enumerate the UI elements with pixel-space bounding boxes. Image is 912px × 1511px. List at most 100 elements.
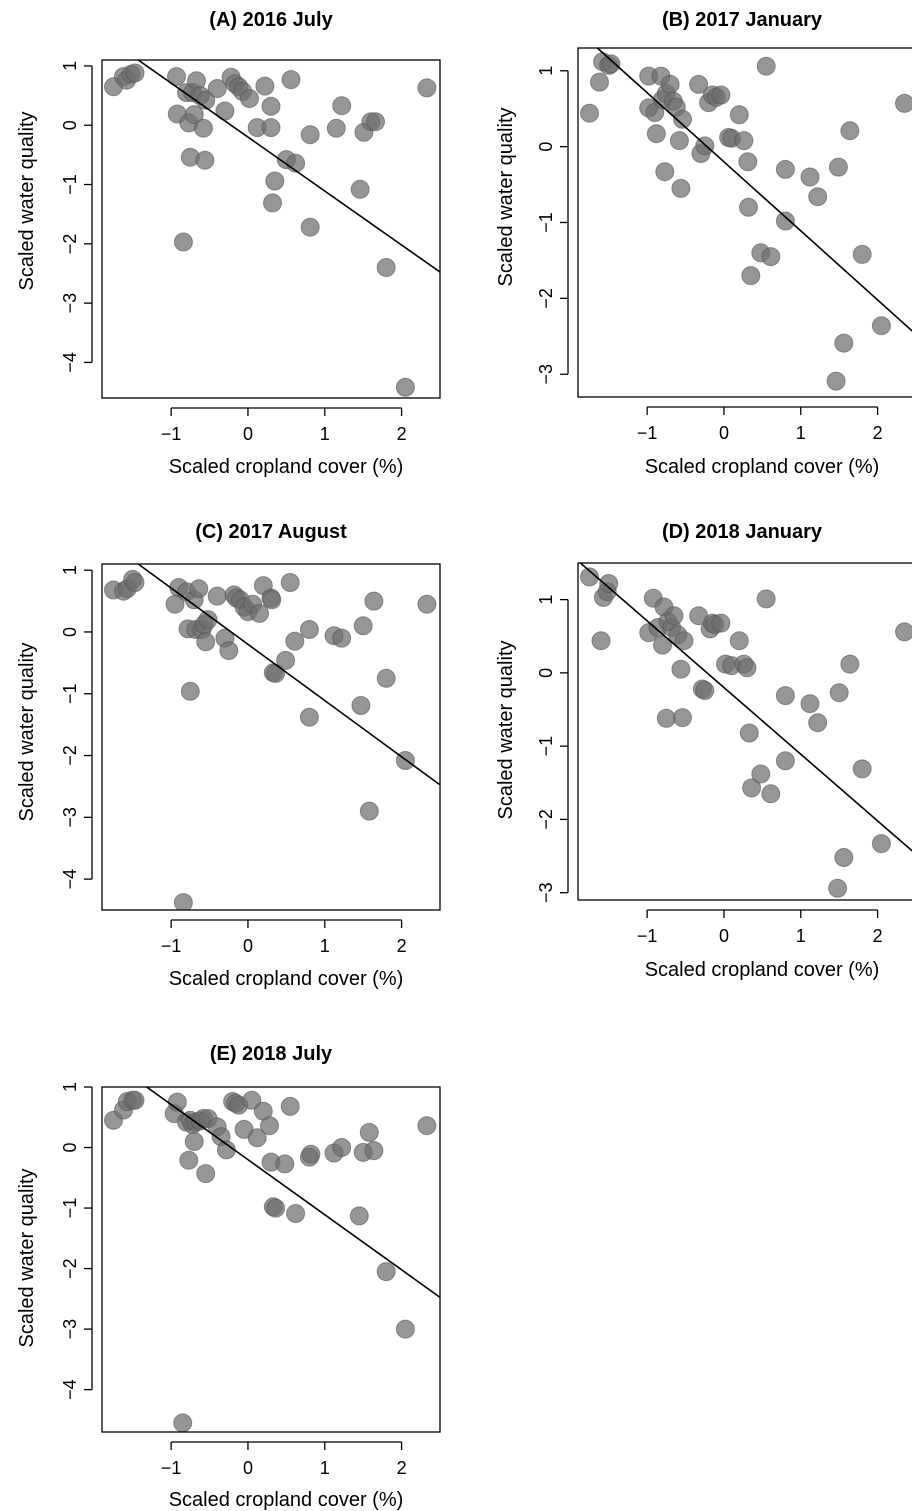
data-point bbox=[689, 74, 709, 94]
data-point bbox=[834, 848, 854, 867]
data-point bbox=[280, 1096, 300, 1116]
data-point bbox=[739, 197, 758, 217]
data-point bbox=[742, 778, 762, 798]
panel-title: (E) 2018 July bbox=[210, 1043, 333, 1065]
data-point bbox=[184, 105, 204, 125]
y-tick-label: 0 bbox=[60, 1143, 80, 1153]
x-axis-label: Scaled cropland cover (%) bbox=[169, 1489, 404, 1511]
x-tick-label: 1 bbox=[320, 424, 330, 444]
plot-frame bbox=[101, 563, 441, 911]
data-point bbox=[653, 635, 672, 655]
plot-frame bbox=[101, 1086, 441, 1433]
data-point bbox=[417, 1116, 437, 1136]
data-point bbox=[263, 193, 282, 213]
x-tick-label: 1 bbox=[796, 926, 806, 946]
panel-title: (D) 2018 January bbox=[662, 521, 823, 543]
data-point bbox=[895, 93, 912, 113]
data-point bbox=[376, 1262, 396, 1282]
data-point bbox=[265, 171, 285, 191]
data-point bbox=[395, 1319, 415, 1339]
data-point bbox=[671, 659, 691, 679]
y-tick-label: 0 bbox=[536, 142, 556, 152]
y-tick-label: −2 bbox=[536, 809, 556, 830]
data-point bbox=[737, 658, 757, 678]
data-point bbox=[332, 96, 352, 116]
plot-frame bbox=[577, 47, 912, 398]
data-point bbox=[366, 112, 385, 132]
x-tick-label: −1 bbox=[637, 423, 658, 443]
data-point bbox=[660, 74, 680, 94]
data-point bbox=[240, 89, 259, 108]
data-point bbox=[376, 258, 396, 277]
y-tick-label: −1 bbox=[60, 1198, 80, 1219]
y-tick-label: −2 bbox=[536, 288, 556, 309]
panel-e: (E) 2018 July Scaled cropland cover (%) … bbox=[16, 1043, 441, 1511]
y-tick-label: −3 bbox=[536, 364, 556, 385]
x-tick-label: 2 bbox=[873, 926, 883, 946]
data-point bbox=[674, 631, 694, 651]
y-tick-label: −2 bbox=[60, 234, 80, 255]
data-point bbox=[840, 654, 860, 674]
x-tick-label: 2 bbox=[397, 936, 407, 956]
y-axis-label: Scaled water quality bbox=[495, 641, 517, 820]
y-tick-label: −1 bbox=[536, 736, 556, 757]
y-axis-label: Scaled water quality bbox=[16, 112, 38, 291]
data-point bbox=[669, 131, 689, 151]
y-tick-label: 0 bbox=[536, 668, 556, 678]
x-axis-label: Scaled cropland cover (%) bbox=[169, 968, 404, 990]
data-point bbox=[395, 377, 415, 397]
regression-line bbox=[136, 60, 440, 273]
data-point bbox=[711, 85, 731, 105]
data-point bbox=[300, 217, 320, 237]
panel-c: (C) 2017 August Scaled cropland cover (%… bbox=[16, 521, 441, 990]
plot-frame bbox=[577, 562, 912, 901]
data-point bbox=[417, 78, 437, 98]
data-point bbox=[195, 150, 215, 170]
data-point bbox=[281, 70, 301, 90]
data-point bbox=[761, 247, 781, 267]
data-point bbox=[751, 764, 771, 784]
data-point bbox=[260, 1116, 279, 1136]
y-tick-label: 1 bbox=[60, 565, 80, 575]
data-point bbox=[829, 683, 849, 703]
y-tick-label: 1 bbox=[60, 61, 80, 71]
data-point bbox=[729, 631, 749, 651]
data-point bbox=[196, 1164, 216, 1184]
data-point bbox=[125, 573, 145, 592]
x-tick-label: 0 bbox=[719, 926, 729, 946]
data-point bbox=[852, 759, 872, 779]
data-point bbox=[852, 244, 872, 264]
data-point bbox=[895, 622, 912, 642]
data-point bbox=[301, 1144, 321, 1164]
y-tick-label: −3 bbox=[536, 882, 556, 903]
regression-line bbox=[145, 1087, 440, 1298]
data-point bbox=[255, 76, 275, 96]
regression-line bbox=[136, 564, 440, 786]
data-point bbox=[834, 333, 854, 353]
data-point bbox=[761, 784, 781, 804]
data-point bbox=[332, 1138, 352, 1157]
y-tick-label: −1 bbox=[60, 174, 80, 195]
data-point bbox=[196, 632, 216, 652]
y-tick-label: 0 bbox=[60, 627, 80, 637]
panel-b: (B) 2017 January Scaled cropland cover (… bbox=[495, 9, 912, 478]
y-tick-label: −3 bbox=[60, 807, 80, 828]
data-point bbox=[250, 603, 269, 623]
x-tick-label: 0 bbox=[719, 423, 729, 443]
data-point bbox=[207, 79, 227, 98]
data-point bbox=[655, 162, 675, 182]
data-point bbox=[739, 723, 759, 743]
y-tick-label: −3 bbox=[60, 1319, 80, 1340]
y-tick-label: −3 bbox=[60, 293, 80, 314]
data-point bbox=[590, 72, 609, 92]
data-point bbox=[828, 157, 848, 177]
regression-line bbox=[579, 563, 912, 852]
x-tick-label: 0 bbox=[243, 936, 253, 956]
data-point bbox=[184, 1132, 204, 1151]
data-point bbox=[285, 631, 305, 651]
data-point bbox=[125, 63, 145, 83]
data-point bbox=[173, 893, 193, 910]
data-point bbox=[207, 586, 227, 606]
data-point bbox=[353, 616, 373, 636]
